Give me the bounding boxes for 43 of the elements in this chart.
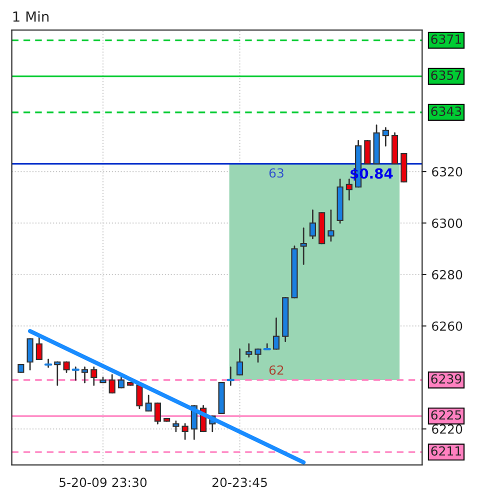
candlestick	[63, 361, 70, 373]
candlestick	[44, 358, 52, 368]
candlestick	[108, 374, 116, 394]
candlestick	[364, 140, 371, 165]
y-tick-label: 6260	[432, 321, 462, 331]
candlestick	[254, 348, 262, 363]
candlestick	[309, 209, 316, 240]
annotation: 62	[269, 365, 284, 375]
candlestick	[118, 376, 125, 388]
annotation: 63	[269, 168, 284, 178]
x-tick-label: 20-23:45	[212, 478, 267, 488]
candlestick	[54, 361, 61, 386]
y-tick-label: 6320	[432, 167, 462, 176]
y-tick-label: 6280	[432, 270, 462, 280]
candlestick	[172, 420, 180, 432]
ref-line-label: 6343	[431, 106, 462, 116]
candlestick	[90, 366, 98, 386]
ref-line-label: 6239	[431, 374, 462, 384]
candlestick	[72, 366, 80, 381]
candlestick	[272, 318, 280, 350]
candlestick	[136, 384, 143, 410]
chart-title: 1 Min	[13, 11, 49, 22]
ref-line-label: 6357	[431, 70, 462, 80]
candlestick	[300, 227, 307, 265]
candlestick	[154, 402, 161, 424]
candlestick	[226, 366, 234, 386]
candlestick	[382, 127, 389, 147]
candlestick	[236, 348, 244, 376]
x-tick-label: 5-20-09 23:30	[60, 478, 147, 488]
ref-line-label: 6225	[431, 410, 462, 420]
candlestick	[263, 343, 271, 350]
y-tick-label: 6300	[432, 218, 462, 228]
ref-line-label: 6211	[431, 446, 461, 456]
candlestick	[81, 366, 88, 384]
y-tick-label: 6220	[432, 424, 462, 434]
ref-line-label: 6371	[431, 34, 461, 44]
candlestick	[328, 209, 334, 242]
candlestick	[36, 336, 42, 360]
candlestick	[26, 338, 34, 370]
candlestick	[145, 394, 152, 412]
candlestick	[182, 423, 188, 440]
candlestick	[246, 343, 252, 358]
candlestick	[346, 178, 352, 201]
